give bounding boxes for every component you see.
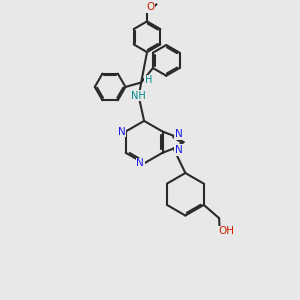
Text: N: N <box>118 127 126 136</box>
Text: OH: OH <box>218 226 234 236</box>
Text: O: O <box>146 2 155 12</box>
Text: NH: NH <box>131 91 146 101</box>
Text: H: H <box>145 75 152 85</box>
Text: N: N <box>136 158 144 168</box>
Text: N: N <box>175 145 183 155</box>
Text: N: N <box>175 129 183 139</box>
